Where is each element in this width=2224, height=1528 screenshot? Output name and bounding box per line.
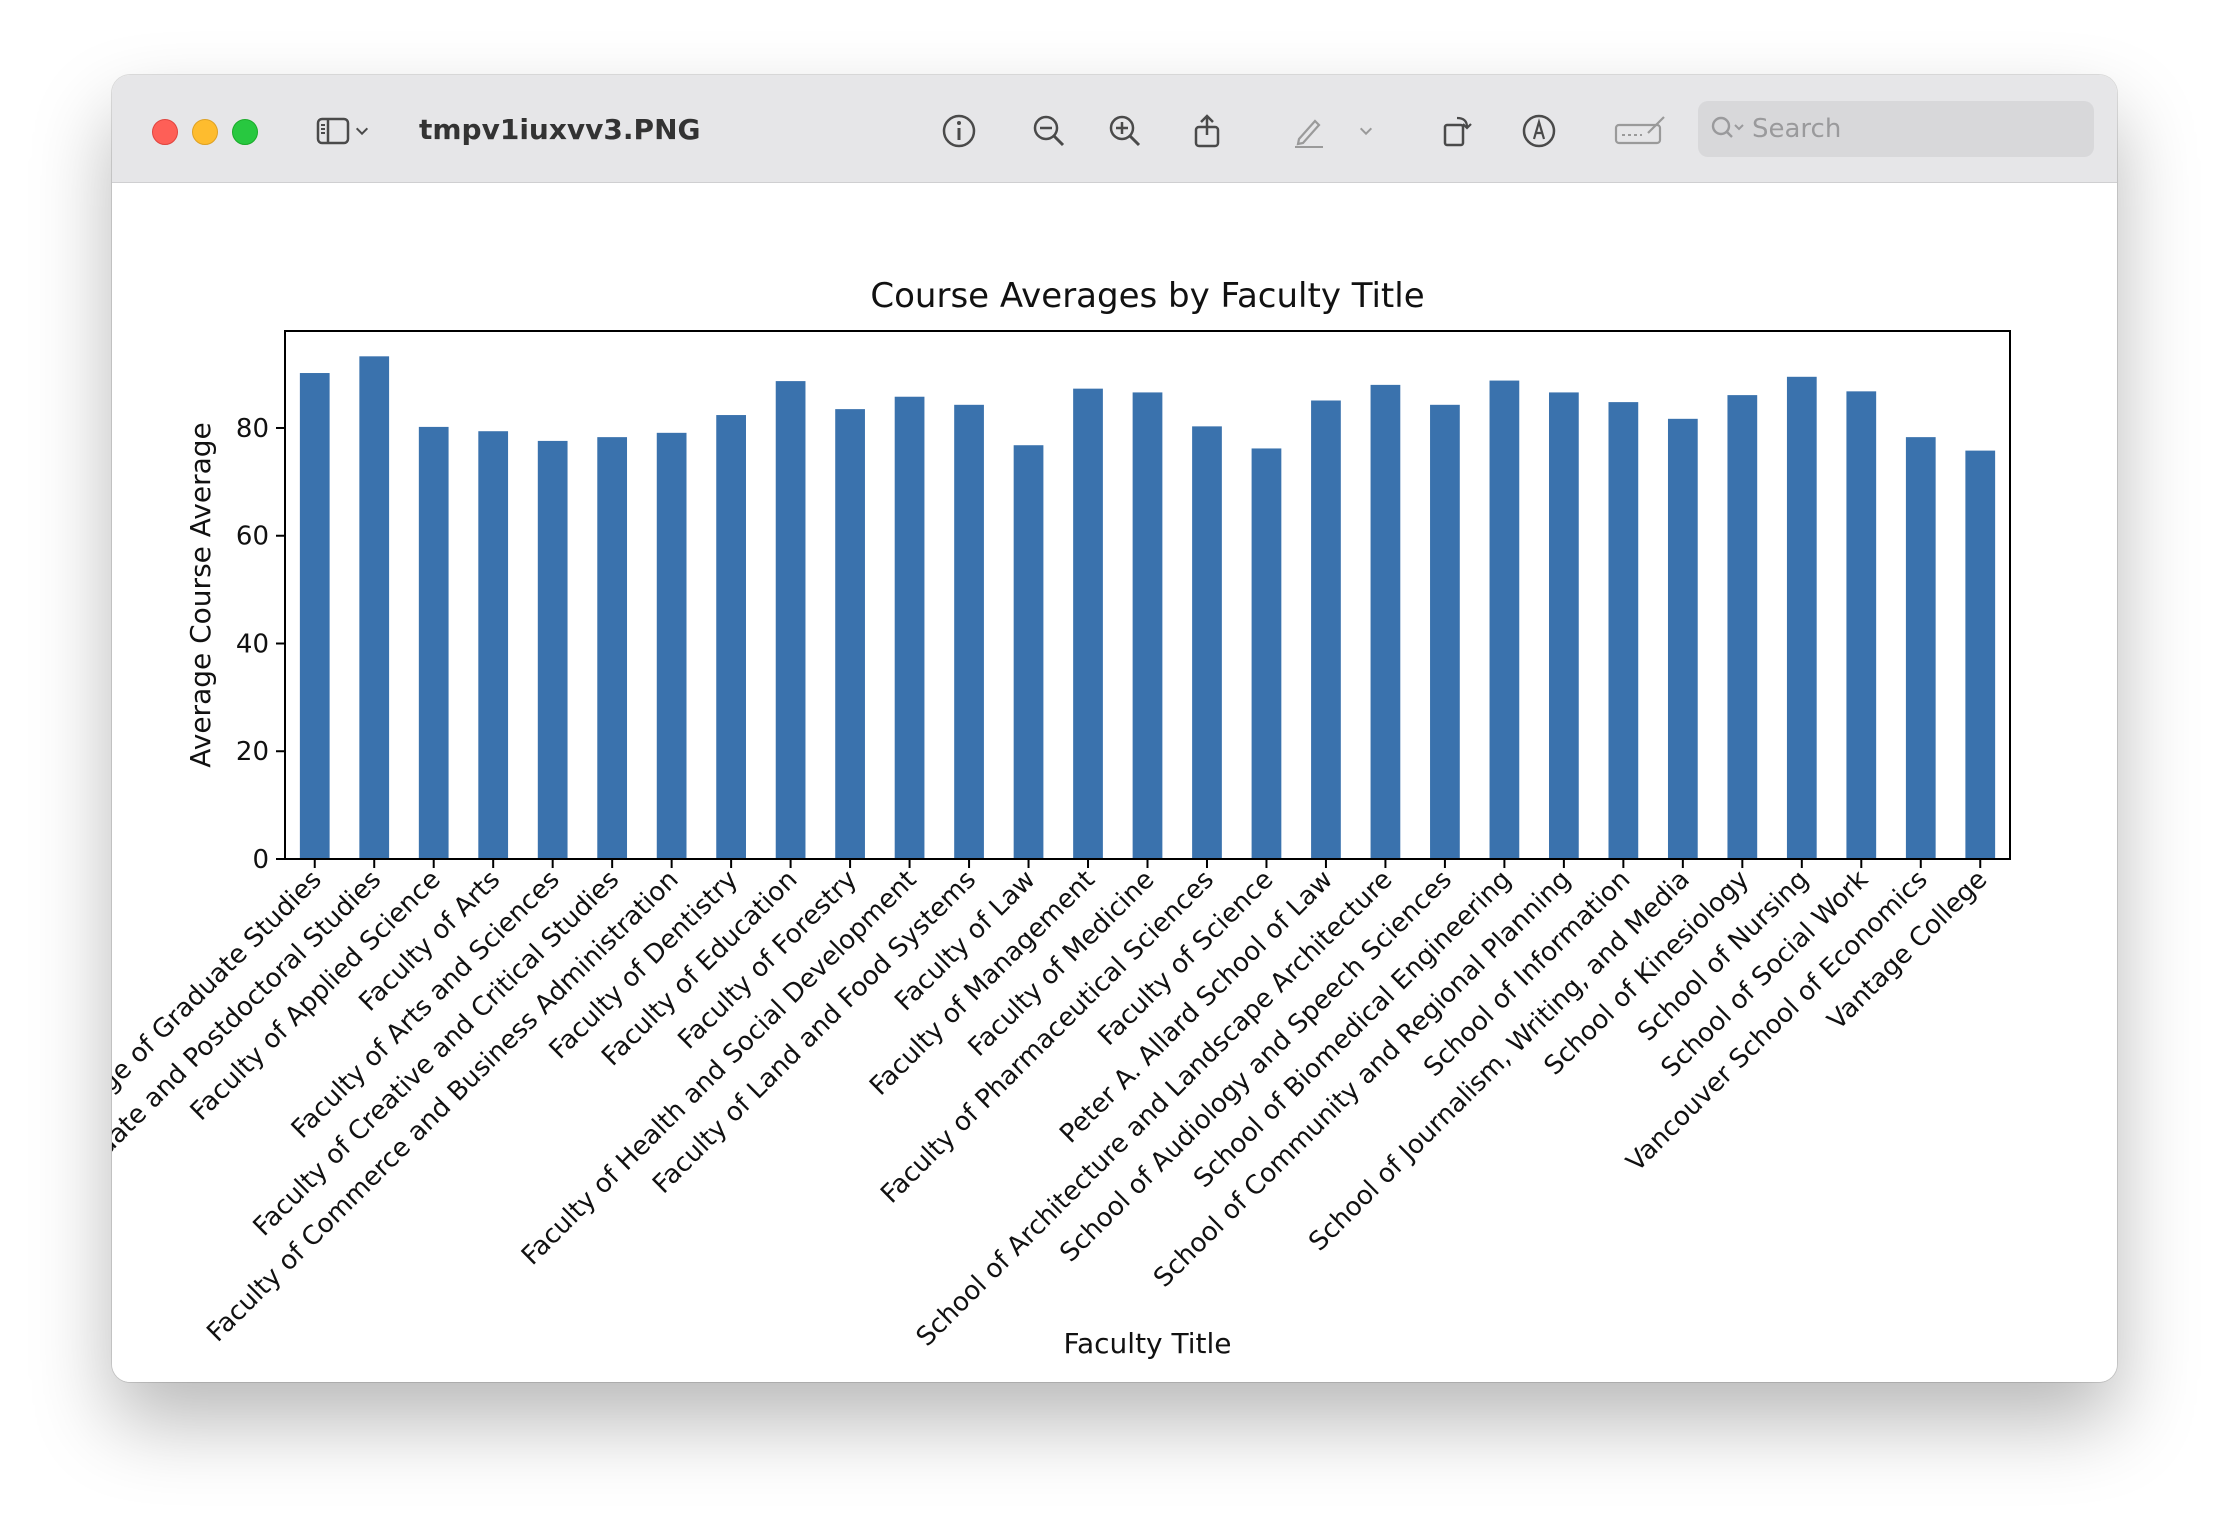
- bar: [1132, 392, 1163, 859]
- document-title: tmpv1iuxvv3.PNG: [419, 113, 701, 146]
- chevron-down-icon[interactable]: [350, 110, 374, 152]
- bar: [537, 440, 568, 859]
- info-icon[interactable]: [938, 110, 980, 152]
- bar: [478, 431, 509, 859]
- search-field[interactable]: Search: [1698, 101, 2094, 157]
- bar: [1311, 400, 1341, 859]
- y-axis-label: Average Course Average: [184, 422, 217, 768]
- bar: [299, 373, 330, 859]
- y-tick-label: 80: [236, 414, 269, 444]
- bar: [1727, 395, 1758, 859]
- bar: [716, 415, 746, 859]
- bar: [1370, 384, 1401, 859]
- close-window-button[interactable]: [152, 119, 178, 145]
- bar: [1608, 402, 1639, 859]
- bar: [1965, 450, 1996, 859]
- bar: [1667, 418, 1698, 859]
- bar: [656, 432, 687, 859]
- bar-chart: Course Averages by Faculty Title 0 20 40 60 8…: [112, 276, 2011, 1360]
- preview-window: tmpv1iuxvv3.PNG Search: [112, 75, 2117, 1382]
- image-canvas: Course Averages by Faculty Title 0 20 40 60 8…: [112, 183, 2117, 1382]
- minimize-window-button[interactable]: [192, 119, 218, 145]
- y-tick-label: 20: [236, 737, 269, 767]
- zoom-in-icon[interactable]: [1104, 110, 1146, 152]
- zoom-out-icon[interactable]: [1028, 110, 1070, 152]
- bar: [894, 396, 925, 859]
- bar: [597, 437, 628, 859]
- bar: [1905, 437, 1936, 859]
- bar: [1786, 376, 1817, 859]
- bar: [954, 404, 984, 859]
- bar: [775, 381, 806, 859]
- bar: [1251, 448, 1282, 859]
- bar: [1192, 426, 1222, 859]
- y-tick-label: 0: [252, 845, 269, 875]
- bar: [1846, 391, 1877, 859]
- title-bar: tmpv1iuxvv3.PNG Search: [112, 75, 2117, 183]
- signature-icon[interactable]: [1612, 110, 1668, 152]
- markup-circle-icon[interactable]: [1518, 110, 1560, 152]
- bar: [1549, 392, 1579, 859]
- search-icon: [1711, 116, 1744, 138]
- chevron-down-icon[interactable]: [1354, 110, 1378, 152]
- sidebar-icon[interactable]: [312, 110, 354, 152]
- y-tick-label: 40: [236, 629, 269, 659]
- chart-title: Course Averages by Faculty Title: [870, 276, 1424, 316]
- bar: [1489, 380, 1520, 859]
- bar: [359, 356, 390, 859]
- markup-pen-icon[interactable]: [1288, 110, 1330, 152]
- x-axis-label: Faculty Title: [1063, 1327, 1231, 1360]
- bar: [835, 409, 865, 859]
- bar: [1073, 388, 1103, 859]
- bar: [418, 426, 449, 859]
- y-tick-label: 60: [236, 522, 269, 552]
- search-placeholder: Search: [1752, 114, 1842, 144]
- share-icon[interactable]: [1186, 110, 1228, 152]
- zoom-window-button[interactable]: [232, 119, 258, 145]
- bar: [1430, 404, 1460, 859]
- bar: [1013, 445, 1044, 859]
- rotate-icon[interactable]: [1436, 110, 1478, 152]
